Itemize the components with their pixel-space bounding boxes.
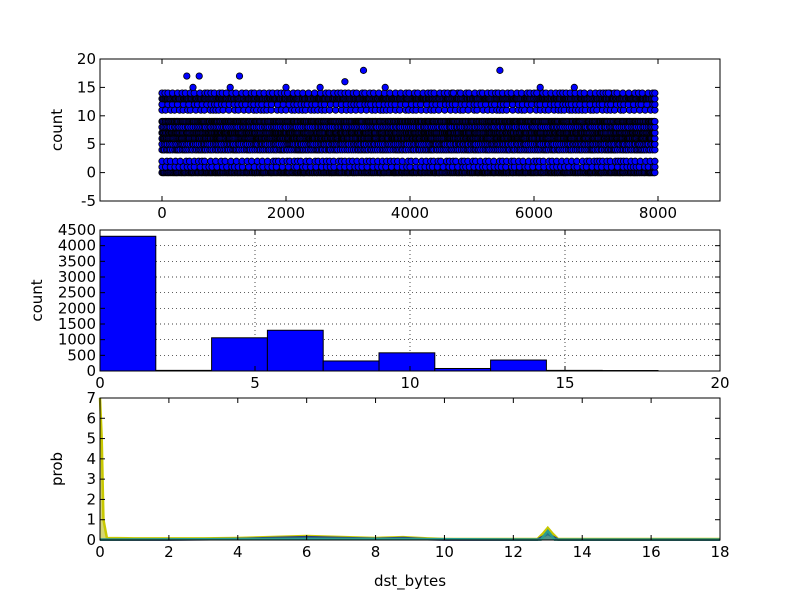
scatter-point — [536, 83, 544, 92]
scatter-point — [189, 83, 197, 92]
scatter-point — [580, 89, 588, 97]
scatter-point — [651, 117, 659, 126]
scatter-point — [412, 157, 420, 165]
x-tick-label: 16 — [642, 543, 661, 561]
x-tick-label: 15 — [555, 374, 574, 392]
y-tick-label: 2 — [86, 490, 96, 508]
x-tick-label: 14 — [573, 543, 592, 561]
density-x-axis-label: dst_bytes — [374, 572, 446, 591]
scatter-point — [496, 66, 504, 74]
y-tick-label: 3000 — [58, 268, 96, 286]
histogram-y-axis-label: count — [28, 279, 46, 321]
y-tick-label: 1 — [86, 511, 96, 529]
y-tick-label: 2500 — [58, 284, 96, 302]
y-tick-label: -5 — [81, 192, 96, 210]
x-tick-label: 6000 — [515, 204, 553, 222]
y-tick-label: 5 — [86, 135, 96, 153]
scatter-point — [201, 157, 209, 165]
scatter-points — [158, 66, 659, 177]
y-tick-label: 5 — [86, 430, 96, 448]
y-tick-label: 2000 — [58, 299, 96, 317]
scatter-point — [449, 89, 457, 97]
y-tick-label: 7 — [86, 389, 96, 407]
scatter-y-axis-label: count — [48, 109, 66, 151]
scatter-point — [619, 89, 627, 97]
x-tick-label: 2000 — [267, 204, 305, 222]
x-tick-label: 0 — [95, 374, 105, 392]
scatter-point — [651, 89, 659, 97]
y-tick-label: 20 — [77, 50, 96, 68]
scatter-point — [183, 72, 191, 80]
y-tick-label: 4500 — [58, 221, 96, 239]
scatter-point — [625, 89, 633, 97]
y-tick-label: 4 — [86, 450, 96, 468]
y-tick-label: 1500 — [58, 315, 96, 333]
histogram-bar — [211, 337, 268, 372]
x-tick-label: 8000 — [639, 204, 677, 222]
x-tick-label: 12 — [504, 543, 523, 561]
histogram-bar — [99, 235, 157, 372]
x-tick-label: 2 — [164, 543, 174, 561]
scatter-point — [381, 83, 389, 92]
x-tick-label: 10 — [435, 543, 454, 561]
scatter-point — [359, 66, 368, 74]
scatter-point — [195, 72, 203, 80]
y-tick-label: 0 — [86, 531, 96, 549]
scatter-point — [304, 89, 313, 97]
scatter-point — [604, 89, 613, 97]
x-tick-label: 4000 — [391, 204, 429, 222]
scatter-point — [176, 157, 184, 165]
x-tick-label: 8 — [371, 543, 381, 561]
scatter-point — [638, 89, 646, 97]
scatter-point — [533, 89, 541, 97]
x-tick-label: 10 — [400, 374, 419, 392]
y-tick-label: 4000 — [58, 237, 96, 255]
x-tick-label: 5 — [250, 374, 260, 392]
scatter-point — [226, 83, 234, 92]
x-tick-label: 18 — [710, 543, 729, 561]
y-tick-label: 0 — [86, 362, 96, 380]
y-tick-label: 3500 — [58, 252, 96, 270]
x-tick-label: 20 — [710, 374, 729, 392]
scatter-point — [341, 78, 349, 86]
x-tick-label: 0 — [95, 543, 105, 561]
y-tick-label: 15 — [77, 78, 96, 96]
scatter-point — [316, 83, 324, 92]
y-tick-label: 500 — [67, 346, 96, 364]
x-tick-label: 0 — [157, 204, 167, 222]
histogram-bar — [266, 329, 324, 372]
y-tick-label: 3 — [86, 470, 96, 488]
scatter-point — [651, 157, 659, 165]
histogram-bar — [378, 352, 436, 372]
scatter-point — [282, 83, 290, 92]
x-tick-label: 6 — [302, 543, 312, 561]
scatter-point — [607, 163, 616, 171]
scatter-point — [235, 72, 244, 80]
scatter-point — [311, 89, 319, 97]
scatter-point — [570, 83, 578, 92]
scatter-panel: 0 2000 4000 6000 8000 -5 0 5 10 15 20 count — [48, 50, 721, 222]
y-tick-label: 0 — [86, 164, 96, 182]
y-tick-label: 10 — [77, 107, 96, 125]
density-y-axis-label: prob — [48, 452, 66, 486]
scatter-point — [232, 89, 240, 97]
histogram-bar — [490, 359, 547, 372]
x-tick-label: 4 — [233, 543, 243, 561]
histogram-bar — [322, 360, 380, 372]
y-tick-label: 6 — [86, 409, 96, 427]
y-tick-label: 1000 — [58, 331, 96, 349]
